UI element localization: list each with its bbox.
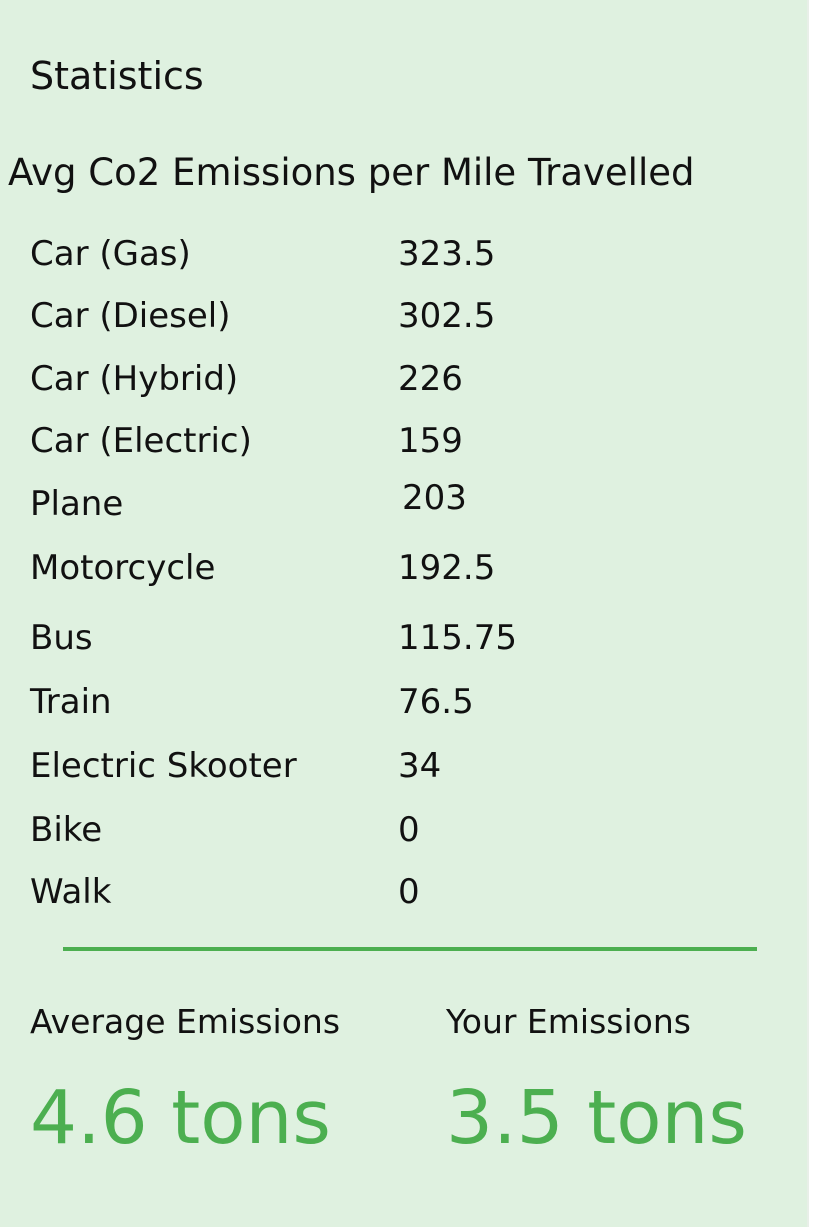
row-label: Car (Hybrid) — [30, 359, 239, 399]
table-row: Car (Hybrid) 226 — [30, 357, 590, 401]
page-title: Statistics — [30, 54, 204, 98]
row-value: 203 — [402, 478, 467, 518]
row-value: 0 — [398, 810, 420, 850]
table-row: Motorcycle 192.5 — [30, 546, 590, 590]
your-emissions-label: Your Emissions — [446, 1002, 691, 1041]
table-row: Bus 115.75 — [30, 616, 590, 660]
table-row: Bike 0 — [30, 808, 590, 852]
row-value: 302.5 — [398, 296, 496, 336]
table-row: Car (Gas) 323.5 — [30, 232, 590, 276]
table-row: Car (Diesel) 302.5 — [30, 294, 590, 338]
table-row: Car (Electric) 159 — [30, 419, 590, 463]
row-label: Car (Gas) — [30, 234, 191, 274]
your-emissions-value: 3.5 tons — [446, 1075, 747, 1161]
row-value: 115.75 — [398, 618, 517, 658]
table-row: Train 76.5 — [30, 680, 590, 724]
row-label: Train — [30, 682, 112, 722]
row-label: Car (Electric) — [30, 421, 252, 461]
table-row: Plane 203 — [30, 478, 590, 526]
row-value: 76.5 — [398, 682, 474, 722]
row-value: 34 — [398, 746, 442, 786]
row-value: 0 — [398, 872, 420, 912]
emissions-table-title: Avg Co2 Emissions per Mile Travelled — [8, 151, 695, 194]
row-label: Car (Diesel) — [30, 296, 231, 336]
row-label: Plane — [30, 484, 124, 524]
table-row: Electric Skooter 34 — [30, 744, 590, 788]
average-emissions-value: 4.6 tons — [30, 1075, 331, 1161]
row-label: Bike — [30, 810, 103, 850]
row-value: 159 — [398, 421, 463, 461]
row-label: Bus — [30, 618, 93, 658]
table-row: Walk 0 — [30, 870, 590, 914]
average-emissions-label: Average Emissions — [30, 1002, 341, 1041]
row-label: Walk — [30, 872, 112, 912]
row-label: Motorcycle — [30, 548, 216, 588]
row-value: 323.5 — [398, 234, 496, 274]
row-value: 226 — [398, 359, 463, 399]
row-value: 192.5 — [398, 548, 496, 588]
section-divider — [63, 947, 757, 951]
row-label: Electric Skooter — [30, 746, 297, 786]
